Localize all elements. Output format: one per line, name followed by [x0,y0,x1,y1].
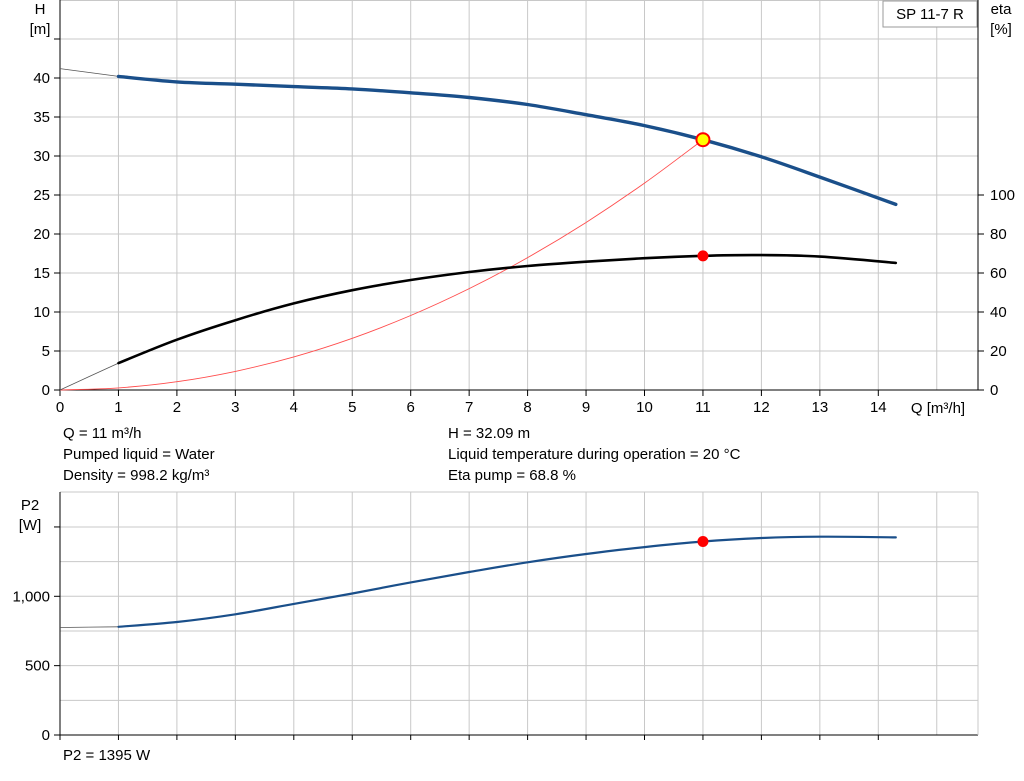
flow-axis-title: Q [m³/h] [911,400,965,417]
power-axis-unit: [W] [19,517,42,534]
duty-head-text: H = 32.09 m [448,425,531,442]
flow-tick-label: 2 [173,399,181,416]
chart-curves [59,68,898,628]
efficiency-curve-extrapolation [59,362,119,391]
eta-axis-unit: [%] [990,21,1012,38]
power-duty-point [697,536,709,548]
flow-tick-label: 14 [870,399,887,416]
duty-flow-text: Q = 11 m³/h [63,425,142,442]
p2-value-text: P2 = 1395 W [63,747,151,764]
flow-tick-label: 8 [523,399,531,416]
density-text: Density = 998.2 kg/m³ [63,467,210,484]
head-tick-label: 30 [33,148,50,165]
head-tick-label: 40 [33,70,50,87]
power-curve [117,535,897,628]
liquid-temperature-text: Liquid temperature during operation = 20… [448,446,741,463]
head-tick-label: 5 [42,343,50,360]
flow-tick-label: 10 [636,399,653,416]
power-chart-grid [60,491,978,735]
power-tick-label: 500 [25,658,50,675]
flow-tick-label: 0 [56,399,64,416]
flow-tick-label: 3 [231,399,239,416]
axis-labels: H [m] eta [%] Q [m³/h] P2 [W] [19,1,1012,534]
eta-tick-label: 20 [990,343,1007,360]
head-axis-title: H [35,1,46,18]
head-tick-label: 10 [33,304,50,321]
head-tick-label: 25 [33,187,50,204]
pumped-liquid-text: Pumped liquid = Water [63,446,215,463]
head-chart-grid [60,0,978,390]
pump-model-box: SP 11-7 R [882,0,978,28]
duty-points [695,132,711,548]
pump-model-label: SP 11-7 R [896,6,964,23]
flow-tick-label: 9 [582,399,590,416]
head-curve-extrapolation [59,68,119,77]
system-curve [59,139,704,391]
head-duty-point [695,132,711,148]
flow-tick-label: 6 [407,399,415,416]
power-tick-label: 0 [42,727,50,744]
flow-tick-label: 7 [465,399,473,416]
eta-axis-title: eta [991,1,1013,18]
flow-tick-label: 1 [114,399,122,416]
eta-tick-label: 40 [990,304,1007,321]
head-tick-label: 15 [33,265,50,282]
eta-pump-text: Eta pump = 68.8 % [448,467,576,484]
eta-tick-label: 80 [990,226,1007,243]
efficiency-duty-point [697,250,709,262]
flow-tick-label: 13 [812,399,829,416]
eta-tick-label: 60 [990,265,1007,282]
eta-tick-label: 100 [990,187,1015,204]
flow-tick-label: 11 [695,399,711,416]
power-axis-title: P2 [21,497,39,514]
power-curve-extrapolation [59,626,119,628]
power-tick-label: 1,000 [12,588,50,605]
head-tick-label: 0 [42,382,50,399]
eta-tick-label: 0 [990,382,998,399]
flow-tick-label: 12 [753,399,770,416]
efficiency-curve [117,253,898,365]
head-tick-label: 35 [33,109,50,126]
head-curve [116,74,898,207]
head-tick-label: 20 [33,226,50,243]
flow-tick-label: 4 [290,399,298,416]
head-axis-unit: [m] [30,21,51,38]
flow-tick-label: 5 [348,399,356,416]
